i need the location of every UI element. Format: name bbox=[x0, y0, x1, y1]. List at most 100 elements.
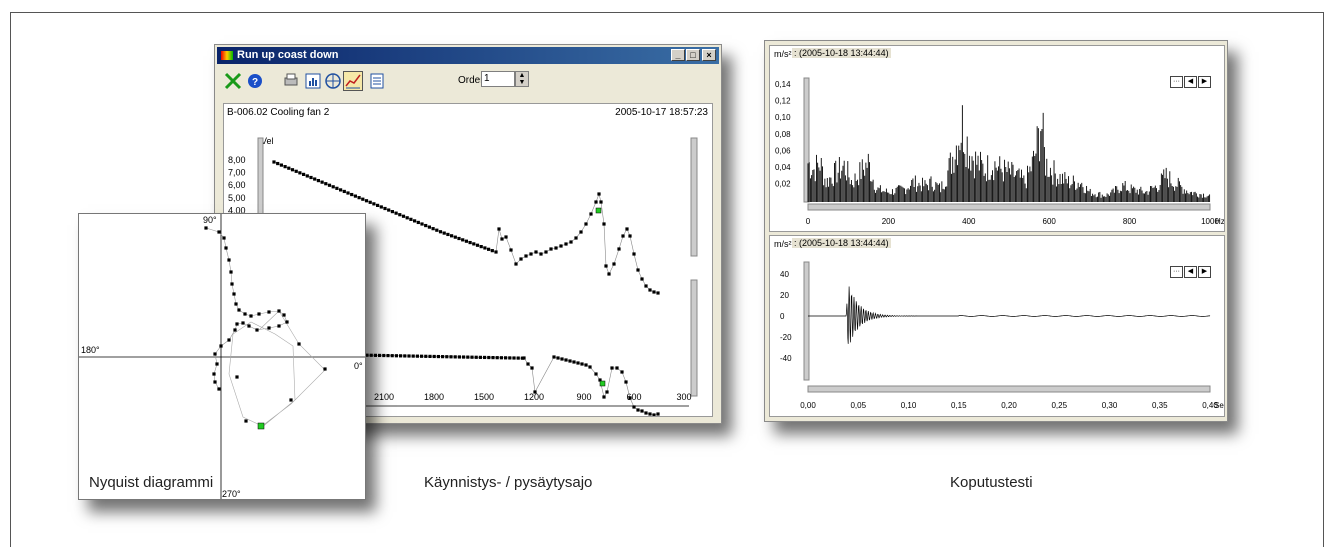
amplitude-point bbox=[559, 244, 563, 248]
nyquist-point bbox=[277, 309, 281, 313]
y-tick-label: 5,00 bbox=[228, 193, 246, 203]
amplitude-point bbox=[316, 179, 320, 183]
caption-nyquist: Nyquist diagrammi bbox=[89, 474, 214, 491]
app-icon bbox=[221, 51, 233, 60]
amplitude-point bbox=[628, 234, 632, 238]
phase-point bbox=[499, 356, 503, 360]
time-unit: m/s² bbox=[774, 239, 792, 249]
phase-point bbox=[415, 354, 419, 358]
prev-button[interactable]: ◀ bbox=[1184, 266, 1197, 278]
amplitude-point bbox=[346, 191, 350, 195]
phase-point bbox=[432, 354, 436, 359]
amplitude-point bbox=[361, 197, 365, 201]
amplitude-point bbox=[453, 235, 457, 239]
nyquist-point bbox=[249, 314, 253, 318]
amplitude-point bbox=[594, 200, 598, 204]
time-date: : (2005-10-18 13:44:44) bbox=[792, 238, 891, 248]
y-tick-label: 6,00 bbox=[228, 180, 246, 190]
amplitude-point bbox=[514, 262, 518, 266]
amplitude-point bbox=[640, 277, 644, 281]
phase-point bbox=[556, 356, 560, 360]
amplitude-point bbox=[435, 228, 439, 232]
amplitude-point bbox=[450, 234, 454, 238]
y-tick-label: 4,00 bbox=[228, 205, 246, 215]
nyquist-point bbox=[237, 308, 241, 312]
runup-titlebar[interactable]: Run up coast down _ □ × bbox=[217, 47, 719, 64]
phase-point bbox=[445, 355, 449, 359]
phase-point bbox=[373, 353, 377, 357]
spectrum-unit: m/s² bbox=[774, 49, 792, 59]
amplitude-scrollbar[interactable] bbox=[690, 137, 698, 257]
amplitude-point bbox=[534, 250, 538, 254]
amplitude-point bbox=[579, 230, 583, 234]
maximize-button[interactable]: □ bbox=[686, 49, 700, 61]
y-tick-label: 7,00 bbox=[228, 168, 246, 178]
amplitude-point bbox=[416, 220, 420, 225]
help-icon[interactable]: ? bbox=[245, 71, 265, 91]
amplitude-point bbox=[602, 222, 606, 226]
phase-point bbox=[624, 380, 628, 384]
more-button[interactable]: ··· bbox=[1170, 76, 1183, 88]
x-tick-label: 0,15 bbox=[951, 401, 967, 410]
amplitude-point bbox=[636, 268, 640, 272]
chart-icon[interactable] bbox=[303, 71, 323, 91]
amplitude-point bbox=[529, 252, 533, 256]
spectrum-panel: m/s² : (2005-10-18 13:44:44) ··· ◀ ▶ 0,14 0… bbox=[769, 45, 1225, 232]
close-button[interactable]: × bbox=[702, 49, 716, 61]
bode-icon[interactable] bbox=[343, 71, 363, 91]
nyquist-loop bbox=[228, 310, 326, 429]
amplitude-point bbox=[584, 222, 588, 226]
more-button[interactable]: ··· bbox=[1170, 266, 1183, 278]
amplitude-point bbox=[438, 230, 443, 234]
orders-input[interactable]: 1 bbox=[481, 71, 515, 87]
amplitude-point bbox=[490, 249, 494, 253]
phase-point bbox=[462, 355, 466, 359]
amplitude-point bbox=[574, 236, 578, 240]
spectrum-bars bbox=[807, 105, 1211, 202]
phase-marker bbox=[599, 380, 606, 387]
amplitude-point bbox=[569, 240, 573, 244]
phase-point bbox=[615, 366, 619, 370]
list-icon[interactable] bbox=[367, 71, 387, 91]
amplitude-point bbox=[617, 247, 621, 251]
y-tick-label: -20 bbox=[780, 333, 792, 342]
phase-point bbox=[411, 354, 415, 358]
phase-point bbox=[394, 354, 398, 358]
phase-point bbox=[522, 356, 526, 360]
nyquist-point bbox=[230, 282, 234, 286]
next-button[interactable]: ▶ bbox=[1198, 76, 1211, 88]
nyquist-point bbox=[213, 380, 217, 384]
prev-button[interactable]: ◀ bbox=[1184, 76, 1197, 88]
koputus-window: m/s² : (2005-10-18 13:44:44) ··· ◀ ▶ 0,14 0… bbox=[764, 40, 1228, 422]
polar-icon[interactable] bbox=[323, 71, 343, 91]
phase-point bbox=[470, 355, 474, 359]
x-tick-label: 200 bbox=[882, 217, 896, 226]
x-scroll-strip bbox=[807, 385, 1211, 393]
amplitude-point bbox=[364, 199, 369, 203]
nyquist-point bbox=[285, 320, 289, 324]
phase-point bbox=[466, 355, 470, 359]
amplitude-point bbox=[379, 205, 383, 209]
amplitude-point bbox=[442, 231, 446, 235]
phase-point bbox=[399, 354, 403, 358]
minimize-button[interactable]: _ bbox=[671, 49, 685, 61]
check-icon[interactable] bbox=[223, 71, 243, 91]
phase-point bbox=[533, 390, 537, 394]
amplitude-point bbox=[272, 160, 276, 164]
amplitude-point bbox=[342, 189, 346, 194]
next-button[interactable]: ▶ bbox=[1198, 266, 1211, 278]
amplitude-point bbox=[504, 235, 508, 239]
orders-spinner[interactable]: ▲ ▼ bbox=[515, 71, 529, 87]
nyquist-point bbox=[243, 312, 247, 316]
phase-point bbox=[382, 353, 386, 358]
print-icon[interactable] bbox=[281, 71, 301, 91]
amplitude-point bbox=[327, 183, 332, 187]
machine-label: B-006.02 Cooling fan 2 bbox=[227, 107, 330, 118]
amplitude-point bbox=[604, 264, 608, 268]
phase-point bbox=[648, 412, 652, 416]
phase-point bbox=[584, 363, 588, 367]
amplitude-point bbox=[509, 248, 513, 252]
nyquist-point bbox=[235, 375, 239, 379]
phase-scrollbar[interactable] bbox=[690, 279, 698, 397]
amplitude-point bbox=[313, 177, 317, 181]
